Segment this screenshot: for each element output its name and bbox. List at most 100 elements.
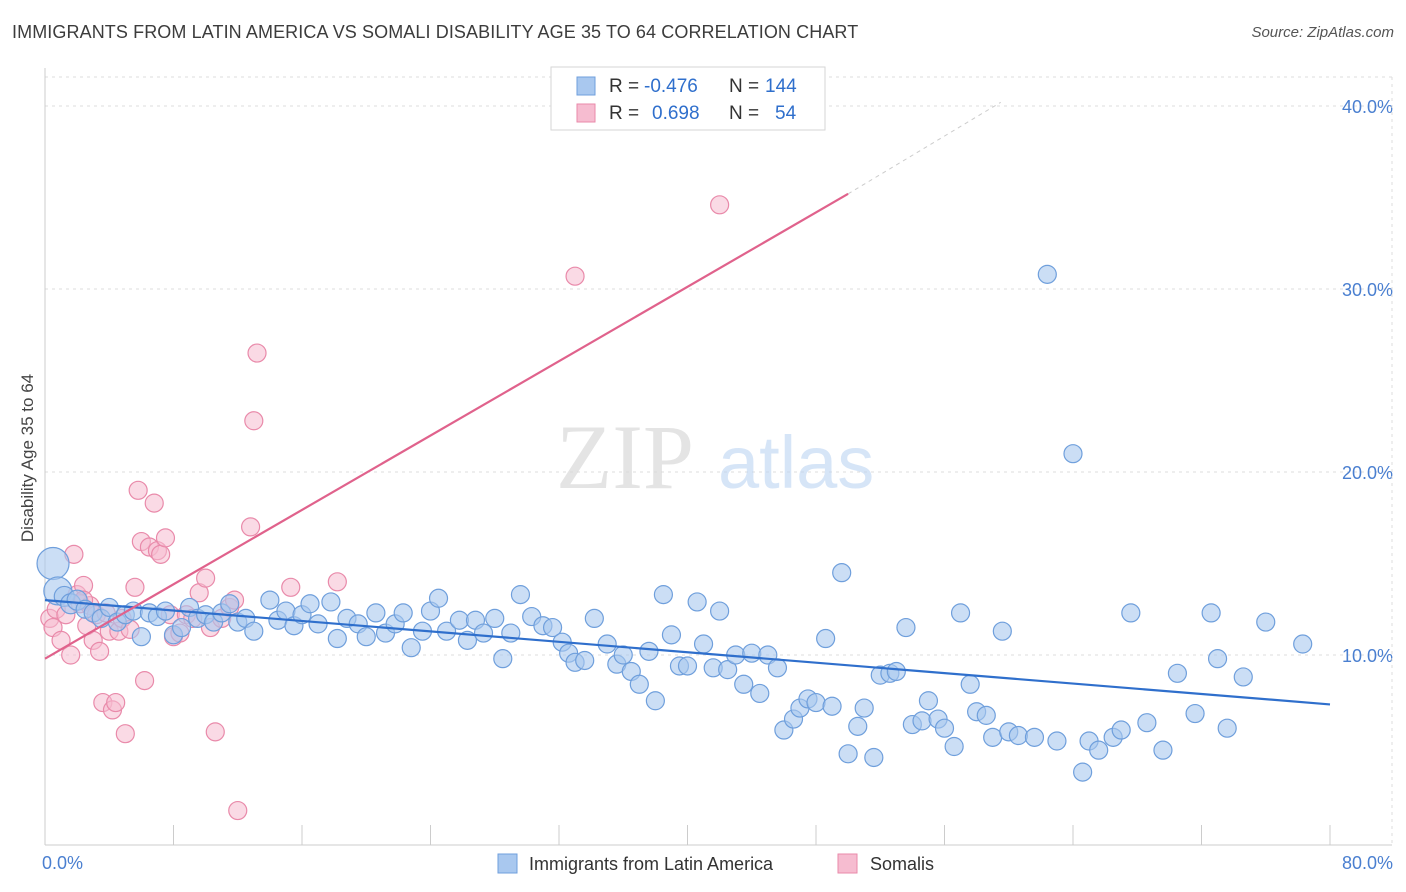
latin-america-point	[687, 592, 707, 612]
somalis-point	[134, 671, 155, 691]
latin-america-point	[597, 634, 617, 654]
latin-america-point	[260, 590, 280, 610]
latin-america-point	[934, 718, 955, 738]
stats-swatch-blue	[576, 76, 596, 96]
somalis-point	[565, 266, 585, 286]
somalis-point	[128, 480, 148, 500]
somalis-trend-line	[44, 192, 849, 660]
latin-america-point	[832, 563, 852, 583]
latin-america-point	[1293, 634, 1313, 654]
latin-america-point	[1024, 727, 1045, 747]
somalis-point	[281, 577, 301, 597]
latin-america-point	[653, 585, 674, 605]
latin-america-point	[493, 649, 513, 669]
latin-america-point	[36, 546, 70, 581]
latin-america-point	[886, 661, 906, 682]
stats-n-value-blue: 144	[765, 76, 797, 97]
y-tick-label: 40.0%	[1342, 97, 1393, 117]
latin-america-point	[308, 614, 328, 634]
stats-swatch-pink	[576, 103, 596, 123]
latin-america-point	[918, 691, 939, 711]
legend-swatch-blue	[497, 853, 518, 874]
latin-america-point	[327, 628, 347, 649]
latin-america-point	[99, 597, 119, 618]
latin-america-point	[244, 621, 264, 641]
latin-america-point	[300, 594, 320, 614]
stats-r-label-pink: R =	[609, 103, 639, 124]
latin-america-point	[718, 660, 738, 680]
latin-america-point	[1121, 603, 1141, 623]
latin-america-point	[1207, 649, 1228, 669]
watermark-atlas: atlas	[718, 421, 874, 504]
latin-america-point	[542, 617, 563, 638]
stats-n-value-pink: 54	[775, 103, 797, 124]
latin-america-point	[1233, 667, 1253, 687]
legend-label-latin-america: Immigrants from Latin America	[529, 854, 774, 874]
latin-america-point	[992, 621, 1012, 641]
latin-america-point	[750, 683, 770, 704]
x-tick-label: 0.0%	[42, 853, 83, 873]
latin-america-point	[1089, 740, 1109, 760]
latin-america-point	[1063, 444, 1083, 464]
x-tick-label: 80.0%	[1342, 853, 1393, 873]
latin-america-point	[510, 585, 531, 605]
gridlines: 10.0% 20.0% 30.0% 40.0%	[45, 76, 1393, 845]
latin-america-point	[912, 711, 932, 731]
somalis-point	[90, 641, 110, 661]
latin-america-point	[822, 696, 842, 716]
stats-r-label-blue: R =	[609, 76, 639, 97]
latin-america-point	[896, 617, 916, 638]
latin-america-point	[1047, 731, 1067, 751]
watermark: ZIP atlas	[556, 406, 874, 508]
somalis-point	[106, 692, 126, 713]
latin-america-point	[661, 625, 682, 645]
latin-america-point	[742, 643, 762, 663]
latin-america-points	[36, 264, 1313, 782]
somalis-point	[327, 572, 347, 592]
somalis-point	[151, 544, 171, 564]
latin-america-point	[485, 608, 505, 629]
latin-america-point	[321, 592, 341, 612]
stats-n-label-blue: N =	[729, 76, 759, 97]
latin-america-point	[693, 634, 714, 654]
latin-america-point	[449, 610, 470, 630]
latin-america-point	[864, 747, 884, 768]
latin-america-point	[639, 641, 659, 661]
latin-america-point	[131, 627, 151, 647]
stats-legend: R = -0.476 N = 144 R = 0.698 N = 54	[550, 66, 826, 131]
latin-america-point	[220, 594, 240, 614]
somalis-point	[205, 722, 225, 742]
stats-r-value-pink: 0.698	[652, 103, 700, 124]
chart-title: IMMIGRANTS FROM LATIN AMERICA VS SOMALI …	[12, 22, 859, 42]
latin-america-point	[1008, 725, 1028, 746]
latin-america-point	[401, 638, 421, 658]
latin-america-point	[854, 698, 874, 718]
latin-america-point	[1153, 740, 1173, 760]
legend-label-somalis: Somalis	[870, 854, 934, 874]
latin-america-point	[1167, 663, 1188, 683]
bottom-legend: Immigrants from Latin America Somalis	[497, 853, 934, 874]
latin-america-point	[171, 617, 192, 638]
somalis-point	[241, 517, 261, 537]
somalis-point	[710, 195, 730, 215]
latin-america-point	[950, 603, 971, 623]
latin-america-point	[473, 623, 494, 643]
latin-america-point	[1201, 603, 1221, 623]
latin-america-point	[734, 674, 754, 694]
latin-america-trend-line	[44, 599, 1331, 706]
latin-america-point	[613, 645, 633, 665]
somalis-point	[244, 411, 264, 431]
latin-america-point	[806, 692, 826, 713]
y-tick-label: 30.0%	[1342, 280, 1393, 300]
latin-america-point	[710, 601, 730, 621]
y-tick-label: 10.0%	[1342, 646, 1393, 666]
y-axis-label: Disability Age 35 to 64	[18, 374, 37, 542]
latin-america-point	[1137, 713, 1157, 733]
latin-america-point	[366, 603, 386, 623]
somalis-trend-extension	[847, 101, 1001, 195]
somalis-point	[125, 577, 145, 597]
latin-america-point	[944, 736, 964, 757]
somalis-point	[196, 568, 216, 588]
watermark-zip: ZIP	[556, 406, 694, 508]
latin-america-point	[356, 627, 376, 647]
